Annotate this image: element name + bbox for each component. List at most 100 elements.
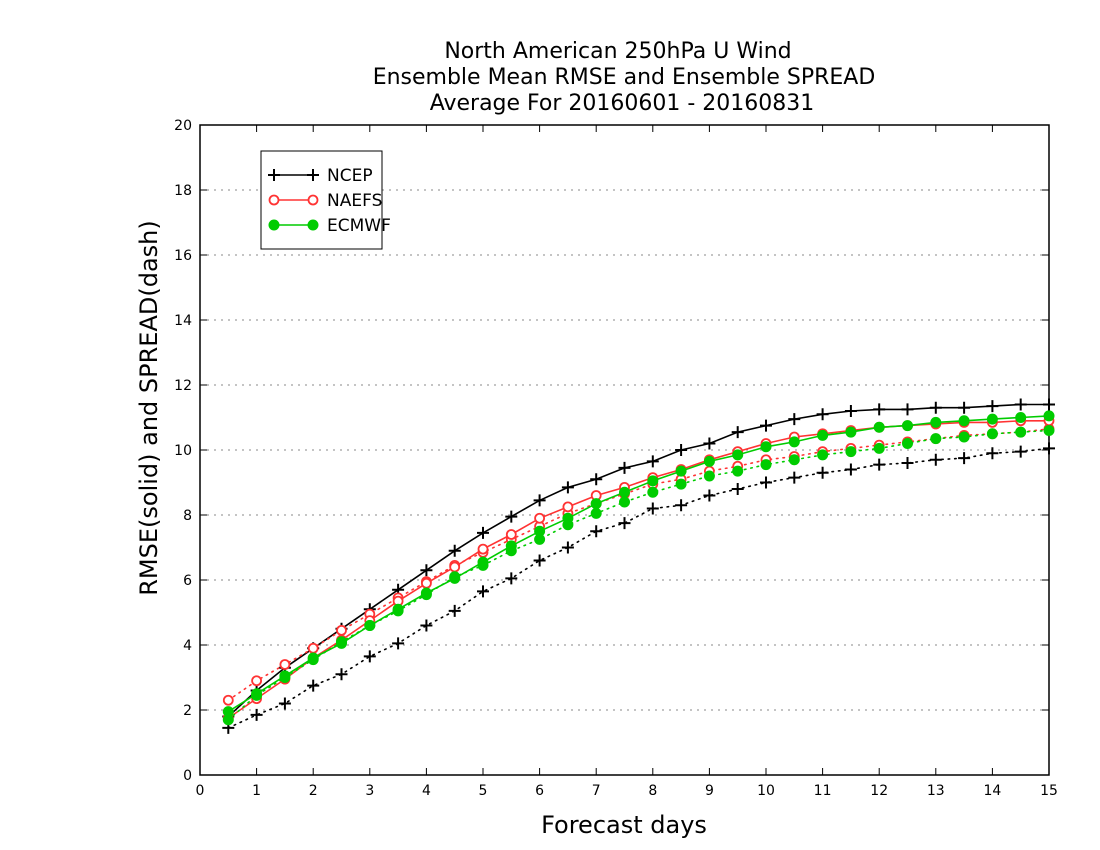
- spread-point-ecmwf-17: [703, 470, 715, 482]
- rmse-point-ecmwf-7: [420, 587, 432, 599]
- spread-point-ncep-27: [986, 447, 999, 460]
- x-tick-label-0: 0: [196, 783, 205, 799]
- spread-point-ncep-12: [561, 541, 574, 554]
- spread-point-ecmwf-27: [986, 428, 998, 440]
- y-tick-label-2: 2: [183, 703, 192, 719]
- spread-point-ncep-13: [590, 525, 603, 538]
- spread-point-ncep-3: [307, 679, 320, 692]
- rmse-point-ecmwf-26: [958, 415, 970, 427]
- series-naefs: [222, 415, 1055, 724]
- rmse-point-ecmwf-29: [1043, 410, 1055, 422]
- rmse-point-ncep-21: [816, 408, 829, 421]
- spread-point-ncep-18: [731, 483, 744, 495]
- rmse-point-ncep-13: [590, 473, 603, 486]
- rmse-point-ecmwf-18: [732, 449, 744, 461]
- spread-point-ecmwf-26: [958, 431, 970, 443]
- x-tick-label-5: 5: [479, 783, 488, 799]
- rmse-point-ecmwf-28: [1015, 412, 1027, 423]
- legend-label-naefs: NAEFS: [327, 191, 382, 211]
- spread-point-naefs-4: [336, 624, 347, 636]
- rmse-point-ecmwf-16: [675, 465, 687, 477]
- y-tick-label-4: 4: [183, 638, 192, 654]
- rmse-point-ecmwf-19: [760, 441, 772, 453]
- spread-point-naefs-3: [307, 642, 319, 654]
- spread-point-ncep-6: [392, 637, 405, 650]
- rmse-point-naefs-9: [477, 543, 489, 555]
- rmse-point-ecmwf-12: [562, 512, 574, 524]
- spread-line-ecmwf: [227, 429, 1050, 721]
- spread-point-ncep-1: [250, 708, 263, 721]
- spread-point-ncep-5: [363, 650, 376, 663]
- spread-point-ecmwf-13: [590, 507, 602, 519]
- spread-point-ecmwf-20: [788, 454, 800, 466]
- spread-point-ecmwf-16: [675, 478, 687, 490]
- x-tick-label-6: 6: [535, 783, 544, 799]
- spread-point-ncep-11: [533, 554, 546, 567]
- legend-marker-left-ncep: [268, 169, 280, 181]
- x-tick-label-9: 9: [705, 783, 714, 799]
- spread-point-ecmwf-22: [845, 446, 857, 458]
- y-tick-label-16: 16: [174, 248, 192, 264]
- y-tick-label-18: 18: [174, 183, 192, 199]
- spread-point-ncep-17: [703, 489, 716, 502]
- rmse-point-ecmwf-14: [619, 486, 630, 498]
- rmse-point-naefs-10: [505, 529, 517, 540]
- y-tick-label-6: 6: [183, 573, 192, 589]
- x-tick-label-8: 8: [648, 783, 657, 799]
- rmse-point-naefs-7: [420, 577, 432, 589]
- spread-point-ecmwf-23: [873, 442, 885, 454]
- rmse-point-ecmwf-21: [817, 429, 829, 441]
- x-tick-label-10: 10: [757, 783, 775, 799]
- spread-point-ncep-10: [505, 572, 518, 585]
- title-line-1: North American 250hPa U Wind: [444, 39, 791, 64]
- legend-label-ncep: NCEP: [327, 166, 373, 186]
- x-tick-label-13: 13: [927, 783, 945, 799]
- y-tick-label-10: 10: [174, 443, 192, 459]
- spread-point-ecmwf-24: [902, 438, 913, 449]
- legend-marker-left-ecmwf: [268, 219, 280, 231]
- spread-point-ncep-2: [278, 697, 291, 710]
- x-tick-label-14: 14: [983, 783, 1001, 799]
- rmse-point-ecmwf-11: [534, 525, 546, 537]
- rmse-point-ecmwf-22: [845, 426, 857, 438]
- spread-point-ncep-25: [929, 453, 942, 466]
- rmse-point-ncep-9: [477, 526, 489, 539]
- rmse-point-ecmwf-23: [873, 421, 885, 433]
- rmse-point-ecmwf-13: [590, 498, 602, 510]
- spread-point-naefs-0: [222, 694, 234, 706]
- spread-point-ncep-23: [873, 458, 886, 471]
- rmse-point-ecmwf-6: [392, 603, 404, 615]
- spread-point-naefs-1: [251, 675, 263, 687]
- spread-point-ncep-9: [477, 585, 489, 598]
- rmse-point-ncep-17: [703, 437, 716, 450]
- spread-point-ncep-26: [958, 452, 971, 465]
- spread-point-ecmwf-15: [647, 486, 659, 498]
- rmse-point-ncep-7: [420, 564, 433, 577]
- y-tick-label-14: 14: [174, 313, 192, 329]
- spread-line-naefs: [227, 428, 1050, 702]
- series-ncep: [222, 398, 1055, 734]
- title-line-2: Ensemble Mean RMSE and Ensemble SPREAD: [373, 65, 876, 90]
- y-tick-label-0: 0: [183, 768, 192, 784]
- rmse-point-ncep-22: [844, 405, 857, 417]
- spread-point-ecmwf-28: [1015, 426, 1027, 438]
- spread-point-ncep-20: [788, 471, 801, 484]
- rmse-point-ncep-23: [873, 403, 886, 416]
- legend-marker-left-naefs: [268, 194, 280, 206]
- series-ecmwf: [222, 410, 1055, 726]
- spread-point-ecmwf-29: [1043, 425, 1055, 436]
- rmse-point-ecmwf-2: [279, 670, 291, 682]
- rmse-point-ncep-19: [760, 419, 772, 432]
- series-layer: [222, 398, 1055, 734]
- rmse-point-naefs-11: [534, 512, 545, 524]
- spread-point-naefs-2: [279, 659, 291, 670]
- rmse-point-ecmwf-20: [788, 436, 800, 448]
- rmse-point-ecmwf-1: [251, 688, 263, 700]
- rmse-point-ecmwf-24: [902, 420, 913, 432]
- x-tick-label-7: 7: [592, 783, 601, 799]
- rmse-point-ecmwf-25: [930, 416, 942, 428]
- spread-line-ncep: [227, 447, 1050, 729]
- rmse-point-ecmwf-5: [364, 620, 376, 631]
- x-tick-label-1: 1: [252, 783, 261, 799]
